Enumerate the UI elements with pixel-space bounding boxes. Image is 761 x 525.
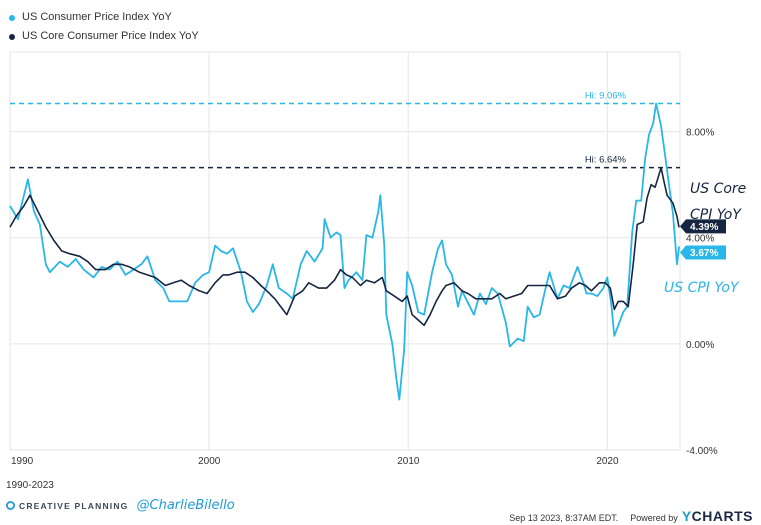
annotation-core-line2: CPI YoY — [690, 207, 741, 223]
legend: US Consumer Price Index YoY US Core Cons… — [9, 8, 199, 46]
series-lines — [9, 102, 680, 401]
legend-dot-core — [9, 33, 15, 40]
author-handle[interactable]: @CharlieBilello — [136, 498, 235, 513]
series-line-cpi — [9, 102, 680, 401]
reference-lines: Hi: 9.06% Hi: 6.64% — [10, 90, 680, 169]
x-tick-label: 1990 — [11, 456, 34, 467]
reference-label-cpi: Hi: 9.06% — [585, 90, 627, 101]
ycharts-logo[interactable]: YCHARTS — [682, 508, 753, 524]
end-label-value-core: 4.39% — [690, 222, 718, 233]
legend-dot-cpi — [9, 14, 15, 21]
creative-planning-logo: CREATIVE PLANNING — [6, 501, 129, 511]
legend-item-core[interactable]: US Core Consumer Price Index YoY — [9, 27, 199, 46]
x-tick-label: 2010 — [397, 456, 420, 467]
ycharts-logo-rest: CHARTS — [691, 508, 753, 524]
y-tick-label: 0.00% — [686, 340, 714, 351]
x-tick-label: 2020 — [596, 456, 619, 467]
x-tick-label: 2000 — [198, 456, 221, 467]
end-label-value-cpi: 3.67% — [690, 248, 718, 259]
brand-footer: CREATIVE PLANNING @CharlieBilello — [6, 498, 235, 513]
timestamp: Sep 13 2023, 8:37AM EDT. — [509, 513, 619, 523]
date-range-label: 1990-2023 — [6, 480, 54, 491]
end-label-flag-cpi — [680, 245, 726, 260]
source-footer: Sep 13 2023, 8:37AM EDT. Powered by YCHA… — [509, 508, 753, 524]
y-tick-label: 4.00% — [686, 234, 714, 245]
axes: -4.00% 0.00% 4.00% 8.00% 1990 2000 2010 2020 — [11, 128, 718, 467]
plot-frame — [9, 51, 681, 451]
legend-item-cpi[interactable]: US Consumer Price Index YoY — [9, 8, 199, 27]
legend-label-core: US Core Consumer Price Index YoY — [22, 30, 199, 42]
legend-label-cpi: US Consumer Price Index YoY — [22, 11, 172, 23]
creative-planning-mark-icon — [6, 501, 15, 510]
end-labels: 4.39% 3.67% — [680, 219, 726, 260]
grid — [9, 51, 681, 451]
annotation-cpi: US CPI YoY — [664, 280, 739, 296]
brand-name: CREATIVE PLANNING — [19, 500, 129, 511]
end-label-flag-core — [680, 219, 726, 234]
reference-label-core: Hi: 6.64% — [585, 155, 627, 166]
annotation-core-line1: US Core — [690, 181, 747, 197]
ycharts-logo-y: Y — [681, 508, 692, 524]
y-tick-label: 8.00% — [686, 128, 714, 139]
powered-by-label: Powered by — [630, 513, 678, 523]
series-line-core — [9, 166, 680, 327]
y-tick-label: -4.00% — [686, 446, 718, 457]
